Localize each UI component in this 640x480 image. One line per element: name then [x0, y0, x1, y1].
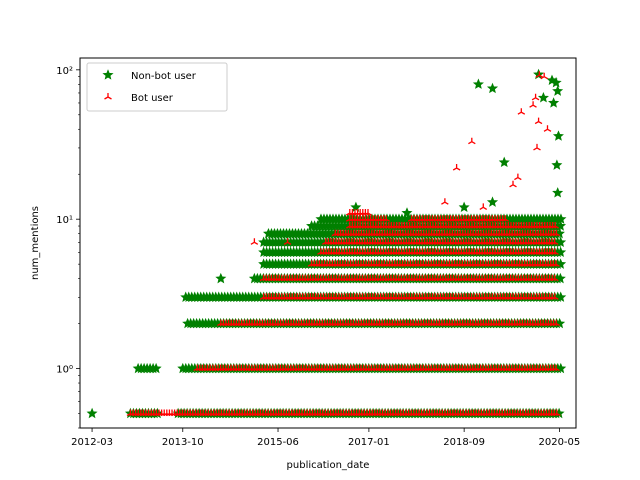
data-point: [452, 163, 461, 171]
data-points: [86, 68, 567, 419]
x-tick-label: 2013-10: [162, 437, 204, 448]
legend-marker-non-bot: [102, 69, 114, 80]
y-axis: 10⁰ 10¹ 10²: [56, 66, 80, 429]
data-point: [555, 236, 567, 248]
x-axis-label: publication_date: [287, 460, 370, 471]
y-tick-label: 10⁰: [56, 365, 73, 376]
tri-icon: [104, 93, 112, 100]
data-point: [86, 407, 98, 419]
y-tick-label: 10¹: [56, 215, 73, 226]
data-point: [382, 215, 390, 222]
data-point: [215, 272, 227, 284]
x-axis: 2012-03 2013-10 2015-06 2017-01 2018-09 2020-…: [71, 428, 580, 448]
data-point: [551, 248, 559, 255]
data-point: [458, 201, 470, 213]
legend-label-bot: Bot user: [131, 93, 174, 104]
data-point: [537, 92, 549, 103]
data-point: [517, 108, 526, 115]
data-point: [498, 156, 510, 168]
data-point: [555, 213, 567, 224]
x-tick-label: 2018-09: [443, 437, 485, 448]
series-bot: [126, 71, 561, 417]
data-point: [552, 364, 560, 372]
data-point: [501, 215, 510, 222]
data-point: [468, 137, 476, 145]
legend-label-non-bot: Non-bot user: [131, 71, 197, 82]
legend-marker-bot: [104, 93, 112, 100]
data-point: [552, 85, 564, 96]
data-point: [552, 130, 564, 141]
data-point: [250, 238, 259, 245]
legend-box: [86, 62, 228, 112]
data-point: [401, 207, 413, 218]
data-point: [535, 71, 544, 78]
data-point: [150, 362, 162, 374]
x-tick-label: 2012-03: [71, 437, 113, 448]
y-tick-label: 10²: [56, 66, 73, 77]
data-point: [543, 125, 552, 132]
data-point: [552, 260, 560, 267]
x-tick-label: 2020-05: [538, 437, 580, 448]
star-icon: [102, 69, 114, 80]
data-point: [486, 82, 499, 94]
data-point: [529, 101, 537, 108]
data-point: [550, 274, 559, 282]
data-point: [534, 117, 543, 125]
plot-frame: [79, 57, 577, 429]
data-point: [533, 143, 541, 151]
data-point: [441, 198, 449, 205]
data-point: [479, 203, 488, 210]
data-point: [550, 238, 559, 245]
data-point: [550, 293, 559, 300]
data-point: [531, 93, 540, 101]
data-point: [514, 173, 522, 181]
data-point: [553, 409, 561, 417]
data-point: [552, 187, 564, 198]
data-point: [551, 221, 559, 229]
data-point: [509, 180, 517, 188]
data-point: [551, 159, 563, 170]
data-point: [548, 97, 560, 108]
data-point: [283, 238, 292, 245]
data-point: [550, 76, 562, 88]
y-axis-label: num_mentions: [30, 206, 41, 280]
data-point: [472, 78, 484, 89]
data-point: [552, 229, 561, 237]
data-point: [552, 319, 561, 327]
data-point: [364, 208, 372, 216]
x-tick-label: 2015-06: [257, 437, 299, 448]
data-point: [486, 196, 499, 207]
data-point: [540, 72, 549, 80]
x-tick-label: 2017-01: [348, 437, 390, 448]
legend: Non-bot user Bot user: [86, 62, 228, 112]
